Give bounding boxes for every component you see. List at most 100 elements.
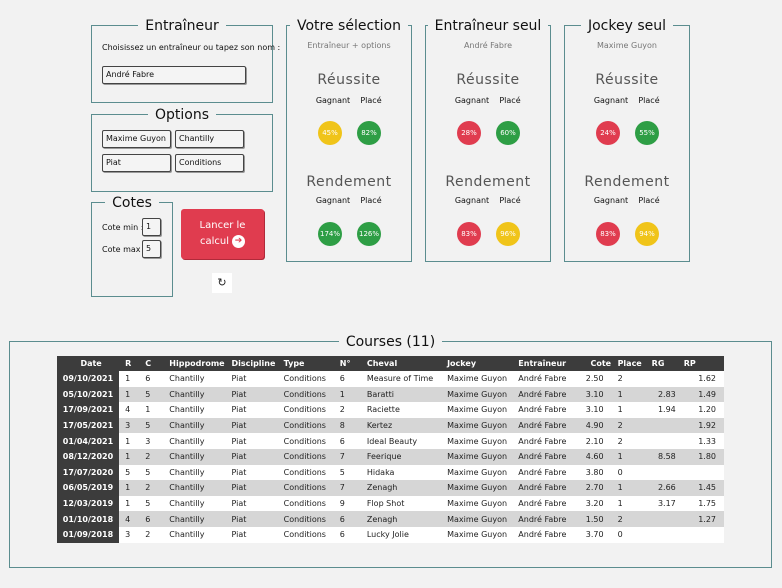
rendement-gagnant-badge: 174% [318, 222, 342, 246]
cell-rp [683, 526, 724, 543]
cell-entraineur: André Fabre [512, 464, 585, 481]
cell-discipline: Piat [225, 371, 278, 387]
cell-hippodrome: Chantilly [163, 480, 226, 496]
cell-jockey: Maxime Guyon [441, 526, 513, 543]
cell-jockey: Maxime Guyon [441, 402, 513, 418]
option-hippodrome-input[interactable]: Chantilly [175, 130, 244, 148]
cell-place: 2 [611, 417, 652, 434]
cell-cote: 2.70 [584, 480, 612, 496]
col-header: Place [611, 356, 652, 371]
cell-discipline: Piat [225, 511, 278, 527]
panel-subtitle: Maxime Guyon [597, 41, 657, 50]
cell-place: 2 [611, 433, 652, 449]
cell-place: 2 [611, 511, 652, 527]
cell-cote: 3.20 [584, 495, 612, 512]
cell-c: 6 [139, 371, 164, 387]
cell-jockey: Maxime Guyon [441, 371, 513, 387]
col-header: Type [277, 356, 334, 371]
arrow-right-icon: ➔ [232, 234, 246, 248]
cell-discipline: Piat [225, 526, 278, 543]
option-type-input[interactable]: Conditions [175, 154, 244, 172]
trainer-prompt: Choisissez un entraîneur ou tapez son no… [102, 43, 281, 52]
gagnant-label: Gagnant [593, 96, 629, 105]
cell-rg [651, 433, 684, 449]
cell-rp: 1.27 [683, 511, 724, 527]
rendement-heading: Rendement [445, 174, 531, 190]
col-header: Entraîneur [512, 356, 585, 371]
cell-type: Conditions [277, 480, 334, 496]
cell-rg [651, 526, 684, 543]
cell-entraineur: André Fabre [512, 386, 585, 403]
table-row: 12/03/2019 1 5 Chantilly Piat Conditions 9 Flop… [57, 495, 724, 512]
reset-icon[interactable]: ↻ [212, 273, 232, 293]
cell-cote: 2.50 [584, 371, 612, 387]
cell-jockey: Maxime Guyon [441, 464, 513, 481]
cell-date: 17/05/2021 [57, 417, 120, 434]
rendement-place-badge: 94% [635, 222, 659, 246]
cell-place: 1 [611, 448, 652, 465]
cell-rp: 1.75 [683, 495, 724, 512]
col-header: R [119, 356, 140, 371]
cell-hippodrome: Chantilly [163, 495, 226, 512]
cell-cote: 3.80 [584, 464, 612, 481]
cell-cote: 1.50 [584, 511, 612, 527]
cell-date: 09/10/2021 [57, 371, 120, 387]
cotes-legend: Cotes [105, 195, 159, 211]
panel-subtitle: André Fabre [463, 41, 513, 50]
calc-button-line1: Lancer le [199, 220, 246, 231]
courses-fieldset: Courses (11) [9, 334, 772, 568]
cell-r: 3 [119, 526, 140, 543]
cell-entraineur: André Fabre [512, 371, 585, 387]
cote-max-input[interactable]: 5 [142, 240, 161, 258]
cell-r: 4 [119, 511, 140, 527]
rendement-place-badge: 96% [496, 222, 520, 246]
reussite-gagnant-badge: 28% [457, 121, 481, 145]
cell-c: 2 [139, 448, 164, 465]
options-legend: Options [147, 107, 217, 123]
cell-numero: 6 [333, 526, 361, 543]
cell-discipline: Piat [225, 495, 278, 512]
cell-hippodrome: Chantilly [163, 371, 226, 387]
courses-table: Date R C Hippodrome Discipline Type N° C… [57, 356, 724, 543]
trainer-input[interactable]: André Fabre [102, 66, 246, 84]
table-row: 06/05/2019 1 2 Chantilly Piat Conditions 7 Zena… [57, 480, 724, 496]
cell-cheval: Lucky Jolie [360, 526, 442, 543]
cell-c: 5 [139, 464, 164, 481]
cell-rp: 1.80 [683, 448, 724, 465]
col-header: N° [333, 356, 361, 371]
cell-date: 01/10/2018 [57, 511, 120, 527]
cell-date: 08/12/2020 [57, 448, 120, 465]
cell-hippodrome: Chantilly [163, 464, 226, 481]
table-row: 17/09/2021 4 1 Chantilly Piat Conditions 2 Raci… [57, 402, 724, 418]
cell-date: 06/05/2019 [57, 480, 120, 496]
cell-cheval: Zenagh [360, 480, 442, 496]
cell-rg [651, 464, 684, 481]
cell-place: 2 [611, 371, 652, 387]
cell-jockey: Maxime Guyon [441, 511, 513, 527]
panel-selection: Votre sélection Entraîneur + options Réu… [286, 18, 412, 262]
table-row: 17/07/2020 5 5 Chantilly Piat Conditions 5 Hida… [57, 464, 724, 481]
cell-jockey: Maxime Guyon [441, 386, 513, 403]
table-row: 01/04/2021 1 3 Chantilly Piat Conditions 6 Idea… [57, 433, 724, 449]
cell-cote: 3.70 [584, 526, 612, 543]
reussite-heading: Réussite [317, 72, 381, 88]
lancer-calcul-button[interactable]: Lancer le calcul ➔ [181, 209, 264, 259]
cell-r: 1 [119, 480, 140, 496]
cell-date: 12/03/2019 [57, 495, 120, 512]
cell-date: 01/09/2018 [57, 526, 120, 543]
cell-hippodrome: Chantilly [163, 402, 226, 418]
option-discipline-input[interactable]: Piat [102, 154, 171, 172]
panel-subtitle: Entraîneur + options [307, 41, 391, 50]
cell-c: 5 [139, 495, 164, 512]
cote-min-input[interactable]: 1 [142, 218, 161, 236]
gagnant-label: Gagnant [593, 196, 629, 205]
cell-type: Conditions [277, 495, 334, 512]
cell-type: Conditions [277, 402, 334, 418]
cell-place: 1 [611, 495, 652, 512]
cell-discipline: Piat [225, 402, 278, 418]
option-jockey-input[interactable]: Maxime Guyon [102, 130, 171, 148]
cell-hippodrome: Chantilly [163, 526, 226, 543]
reussite-gagnant-badge: 45% [318, 121, 342, 145]
cell-date: 17/07/2020 [57, 464, 120, 481]
reussite-place-badge: 55% [635, 121, 659, 145]
